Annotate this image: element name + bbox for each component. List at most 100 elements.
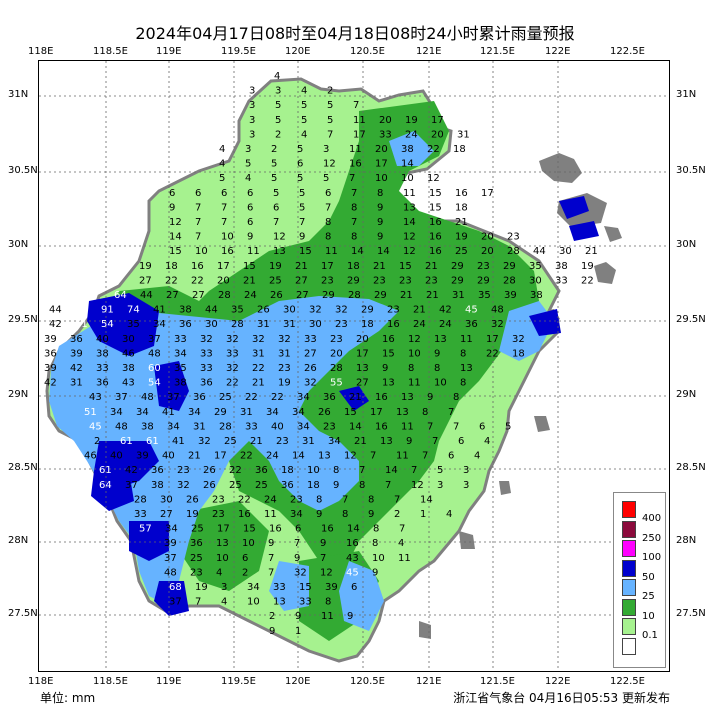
rainfall-value: 35	[174, 363, 187, 374]
legend-swatch	[622, 520, 636, 538]
rainfall-value: 20	[379, 115, 392, 126]
rainfall-value: 7	[320, 553, 326, 564]
rainfall-value: 43	[89, 392, 102, 403]
rainfall-value: 32	[491, 319, 504, 330]
rainfall-value: 42	[49, 319, 62, 330]
rainfall-value: 23	[323, 421, 336, 432]
rainfall-value: 37	[167, 392, 180, 403]
longitude-label-bottom: 122E	[545, 676, 571, 687]
rainfall-value: 3	[245, 144, 251, 155]
rainfall-value: 7	[422, 451, 428, 462]
rainfall-value: 11	[460, 334, 473, 345]
rainfall-value: 28	[507, 246, 520, 257]
rainfall-value: 17	[217, 524, 230, 535]
rainfall-value: 14	[351, 246, 364, 257]
rainfall-value: 2	[327, 86, 333, 97]
rainfall-value: 15	[429, 188, 442, 199]
latitude-label-right: 28N	[676, 535, 697, 546]
longitude-label-bottom: 118.5E	[93, 676, 128, 687]
rainfall-value: 6	[325, 188, 331, 199]
rainfall-value: 9	[377, 217, 383, 228]
longitude-label-top: 121.5E	[480, 46, 515, 57]
rainfall-value: 3	[249, 129, 255, 140]
rainfall-value: 23	[373, 275, 386, 286]
longitude-label-top: 118E	[28, 46, 54, 57]
rainfall-value: 21	[243, 275, 256, 286]
rainfall-value: 32	[278, 334, 291, 345]
rainfall-value: 11	[353, 115, 366, 126]
rainfall-value: 10	[307, 465, 320, 476]
rainfall-value: 9	[434, 348, 440, 359]
rainfall-value: 35	[127, 319, 140, 330]
rainfall-value: 2	[394, 509, 400, 520]
rainfall-value: 23	[212, 494, 225, 505]
rainfall-value: 7	[195, 202, 201, 213]
rainfall-value: 22	[165, 275, 178, 286]
island-outer-1	[594, 262, 616, 284]
rainfall-value: 6	[479, 421, 485, 432]
rainfall-value: 18	[453, 144, 466, 155]
rainfall-value: 5	[275, 115, 281, 126]
rainfall-value: 16	[349, 159, 362, 170]
rainfall-value: 31	[452, 290, 465, 301]
rainfall-value: 3	[249, 115, 255, 126]
rainfall-value: 37	[148, 334, 161, 345]
rainfall-value: 9	[347, 611, 353, 622]
rainfall-value: 6	[195, 188, 201, 199]
rainfall-value: 9	[427, 392, 433, 403]
rainfall-value: 37	[164, 553, 177, 564]
rainfall-value: 15	[299, 246, 312, 257]
rainfall-value: 8	[325, 232, 331, 243]
rainfall-value: 16	[455, 188, 468, 199]
rainfall-value: 2	[269, 611, 275, 622]
rainfall-value: 21	[349, 392, 362, 403]
rainfall-value: 21	[250, 436, 263, 447]
rainfall-value: 31	[240, 407, 253, 418]
rainfall-value: 41	[162, 407, 175, 418]
rainfall-value: 5	[327, 115, 333, 126]
rainfall-value: 23	[425, 275, 438, 286]
rainfall-value: 36	[281, 480, 294, 491]
rainfall-value: 31	[70, 378, 83, 389]
rainfall-value: 20	[356, 334, 369, 345]
rainfall-value: 16	[387, 319, 400, 330]
rainfall-value: 29	[214, 407, 227, 418]
rainfall-value: 12	[320, 567, 333, 578]
rainfall-value: 5	[271, 159, 277, 170]
latitude-label-right: 27.5N	[676, 608, 706, 619]
map-title: 2024年04月17日08时至04月18日08时24小时累计雨量预报	[135, 24, 575, 43]
rainfall-value: 9	[377, 202, 383, 213]
rainfall-value: 60	[148, 363, 161, 374]
rainfall-value: 7	[432, 436, 438, 447]
rainfall-value: 17	[431, 115, 444, 126]
rainfall-value: 28	[231, 319, 244, 330]
rainfall-value: 36	[323, 392, 336, 403]
rainfall-value: 10	[221, 232, 234, 243]
rainfall-value: 23	[276, 436, 289, 447]
rainfall-value: 3	[249, 100, 255, 111]
rainfall-value: 54	[148, 378, 161, 389]
rainfall-value: 11	[264, 509, 277, 520]
rainfall-value: 9	[368, 509, 374, 520]
rainfall-value: 33	[226, 348, 239, 359]
rainfall-value: 21	[455, 217, 468, 228]
rainfall-value: 34	[247, 582, 260, 593]
rainfall-value: 25	[455, 246, 468, 257]
rainfall-value: 5	[245, 159, 251, 170]
rainfall-value: 28	[348, 290, 361, 301]
rainfall-value: 21	[354, 436, 367, 447]
rainfall-value: 8	[351, 232, 357, 243]
rainfall-value: 35	[231, 305, 244, 316]
rainfall-value: 8	[372, 538, 378, 549]
rainfall-value: 31	[252, 348, 265, 359]
rainfall-value: 5	[327, 100, 333, 111]
legend-threshold-label: 10	[642, 610, 655, 622]
rainfall-value: 43	[346, 553, 359, 564]
rainfall-value: 37	[125, 480, 138, 491]
rainfall-value: 21	[373, 261, 386, 272]
rainfall-value: 29	[374, 290, 387, 301]
rainfall-value: 34	[136, 407, 149, 418]
latitude-label-left: 31N	[8, 89, 29, 100]
rainfall-value: 46	[84, 451, 97, 462]
latitude-label-right: 29.5N	[676, 314, 706, 325]
